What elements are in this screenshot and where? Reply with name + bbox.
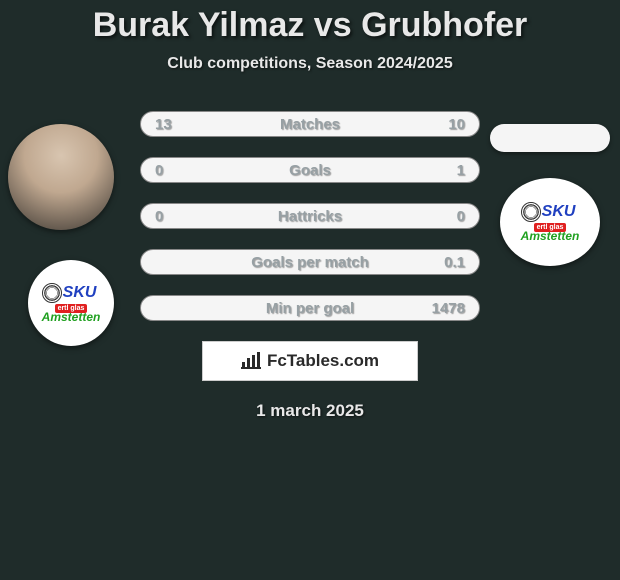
stat-row-goals: 0 Goals 1	[140, 157, 480, 183]
page-subtitle: Club competitions, Season 2024/2025	[0, 55, 620, 73]
club-logo-bot: Amstetten	[42, 311, 101, 323]
stat-right-value: 1478	[432, 300, 465, 317]
stat-right-value: 0.1	[444, 254, 465, 271]
stat-row-goals-per-match: Goals per match 0.1	[140, 249, 480, 275]
stat-left-value: 0	[155, 162, 163, 179]
soccer-ball-icon	[521, 202, 541, 222]
stat-label: Hattricks	[278, 208, 342, 225]
stat-row-min-per-goal: Min per goal 1478	[140, 295, 480, 321]
stat-left-value: 13	[155, 116, 172, 133]
stat-right-value: 1	[457, 162, 465, 179]
club-logo-top: SKU	[63, 285, 97, 301]
stat-label: Matches	[280, 116, 340, 133]
brand-text: FcTables.com	[267, 351, 379, 371]
page-title: Burak Yilmaz vs Grubhofer	[0, 0, 620, 45]
player-right-placeholder	[490, 124, 610, 152]
footer-date: 1 march 2025	[0, 401, 620, 421]
stats-container: 13 Matches 10 0 Goals 1 0 Hattricks 0 Go…	[140, 111, 480, 321]
brand-badge: FcTables.com	[202, 341, 418, 381]
stat-label: Goals	[289, 162, 331, 179]
stat-left-value: 0	[155, 208, 163, 225]
club-right-badge: SKU ertl glas Amstetten	[500, 178, 600, 266]
stat-right-value: 10	[448, 116, 465, 133]
club-logo-top: SKU	[542, 204, 576, 220]
club-logo-bot: Amstetten	[521, 230, 580, 242]
stat-row-hattricks: 0 Hattricks 0	[140, 203, 480, 229]
club-left-badge: SKU ertl glas Amstetten	[28, 260, 114, 346]
stat-label: Goals per match	[251, 254, 369, 271]
stat-row-matches: 13 Matches 10	[140, 111, 480, 137]
player-left-avatar	[8, 124, 114, 230]
stat-right-value: 0	[457, 208, 465, 225]
stat-label: Min per goal	[266, 300, 354, 317]
soccer-ball-icon	[42, 283, 62, 303]
bar-chart-icon	[241, 353, 261, 369]
